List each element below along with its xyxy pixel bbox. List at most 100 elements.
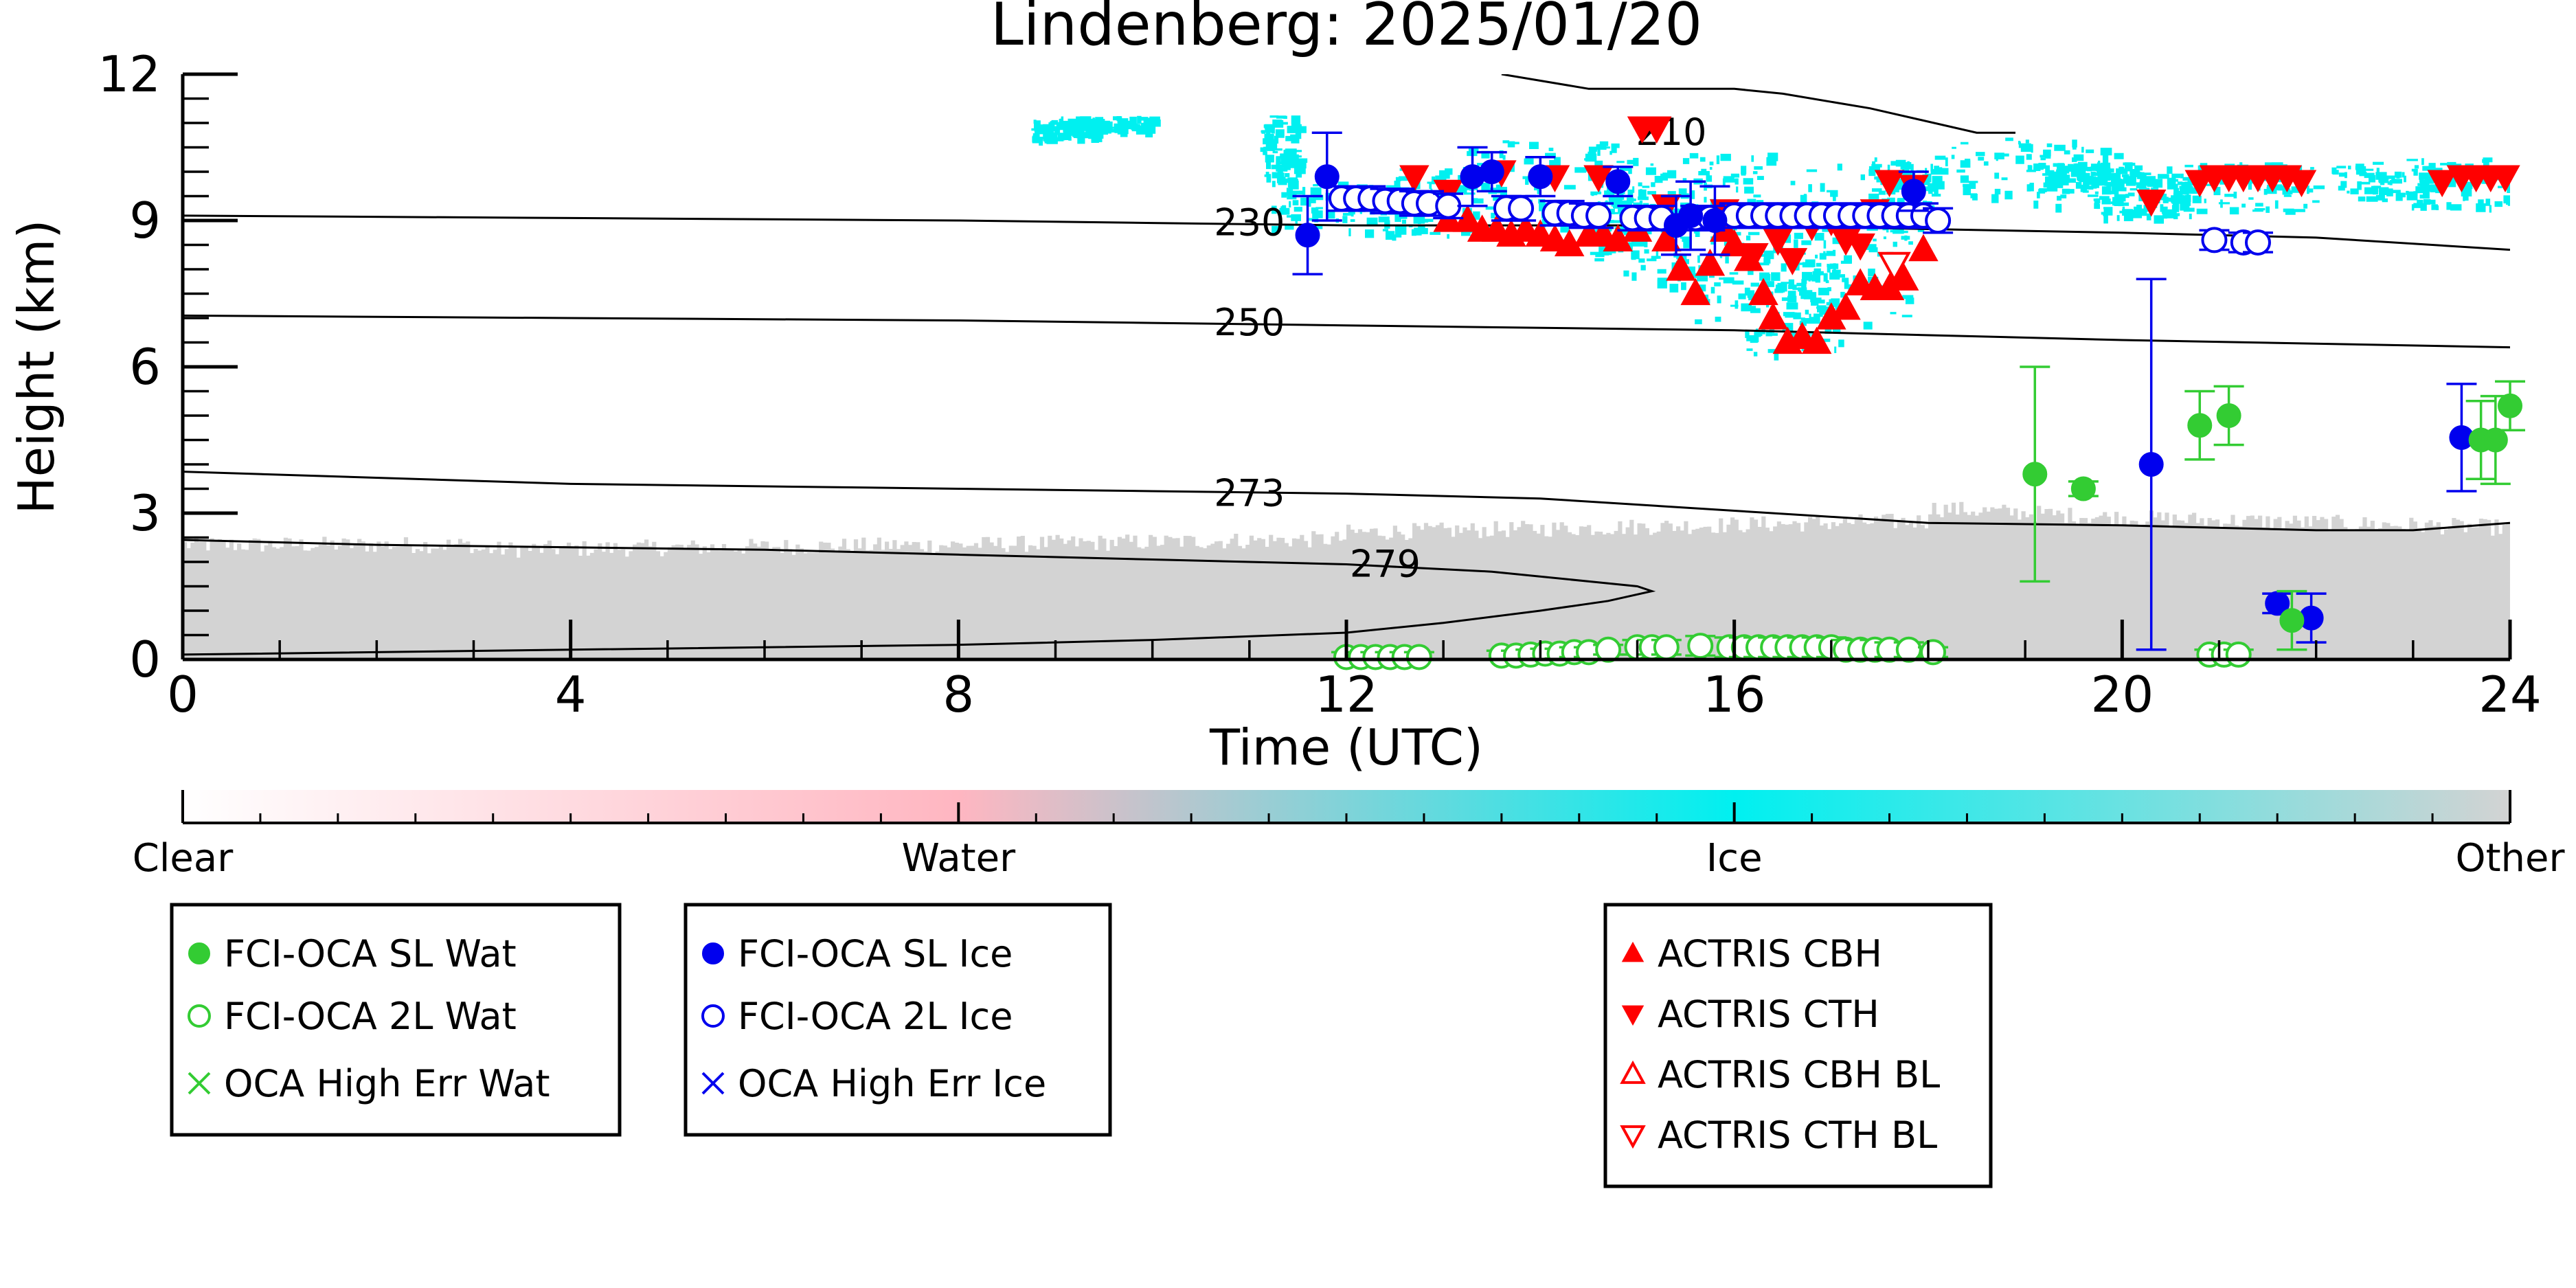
data-point	[1739, 243, 1769, 271]
data-point	[1777, 248, 1808, 275]
data-point	[1845, 233, 1875, 261]
y-tick-label: 0	[129, 631, 161, 688]
data-point	[1653, 634, 1680, 661]
data-point	[2244, 229, 2271, 256]
data-point	[1479, 159, 1504, 184]
legend-label: ACTRIS CTH	[1658, 993, 1879, 1036]
ice-cloud-field	[1031, 115, 2510, 361]
data-point	[1585, 202, 1612, 229]
legend-item: FCI-OCA 2L Wat	[188, 995, 517, 1038]
legend-marker	[1621, 1005, 1645, 1026]
x-axis-label: Time (UTC)	[1209, 719, 1483, 776]
y-tick-label: 6	[129, 338, 161, 396]
y-tick-label: 3	[129, 484, 161, 542]
data-point	[1641, 116, 1672, 144]
legend-label: ACTRIS CTH BL	[1658, 1114, 1937, 1157]
colorbar-label: Water	[902, 836, 1017, 881]
data-point	[1925, 207, 1952, 234]
legend-marker	[188, 1072, 211, 1095]
y-axis-label: Height (km)	[8, 220, 65, 515]
data-series	[1292, 116, 2525, 670]
legend-label: FCI-OCA 2L Ice	[738, 995, 1013, 1038]
series-fci-oca-sl-wat	[2020, 365, 2525, 651]
data-point	[1666, 253, 1696, 281]
data-point	[2490, 165, 2520, 192]
x-tick-label: 4	[555, 666, 587, 723]
x-tick-label: 24	[2478, 666, 2542, 723]
y-tick-label: 12	[98, 45, 161, 103]
series-actris-cbh	[1433, 205, 1939, 354]
legend-label: OCA High Err Wat	[224, 1062, 550, 1105]
axes: 0 4 8 12 16 20 24 0 3 6 9 12	[98, 45, 2541, 723]
contour-line-279	[183, 539, 1656, 656]
chart-title: Lindenberg: 2025/01/20	[991, 0, 1702, 59]
contour-label-250: 250	[1214, 301, 1285, 344]
data-point	[1877, 251, 1911, 282]
x-tick-label: 0	[167, 666, 199, 723]
legend-item: OCA High Err Wat	[188, 1062, 550, 1105]
other-cloud-field	[183, 501, 2510, 659]
data-point	[2136, 189, 2167, 217]
colorbar-label: Clear	[133, 836, 234, 881]
data-point	[1719, 229, 1750, 257]
data-point	[1295, 223, 1320, 248]
legend-marker	[1620, 1060, 1646, 1084]
data-point	[1874, 170, 1905, 198]
data-point	[1399, 165, 1430, 192]
data-point	[1908, 234, 1939, 262]
data-point	[1605, 169, 1631, 194]
data-point	[1687, 633, 1714, 659]
data-point	[1528, 164, 1553, 190]
data-point	[2070, 476, 2096, 501]
data-point	[2187, 413, 2213, 438]
data-point	[1801, 326, 1832, 354]
data-point	[1695, 249, 1726, 276]
data-point	[1435, 192, 1462, 219]
colorbar-label: Other	[2455, 836, 2565, 881]
legend-label: FCI-OCA SL Wat	[224, 932, 517, 975]
data-point	[1758, 302, 1788, 330]
legend-item: FCI-OCA 2L Ice	[701, 995, 1013, 1038]
contour-line-273	[183, 471, 2510, 532]
contour-label-279: 279	[1350, 543, 1421, 586]
data-point	[2427, 170, 2457, 198]
legend-label: ACTRIS CBH	[1658, 932, 1882, 975]
legend-label: FCI-OCA SL Ice	[738, 932, 1013, 975]
data-point	[1831, 292, 1861, 320]
legend-item: FCI-OCA SL Wat	[188, 932, 517, 975]
contour-line-210	[1501, 74, 2015, 134]
legend-box-2: FCI-OCA SL Ice FCI-OCA 2L Ice OCA High Err…	[683, 903, 1112, 1137]
cloud-type-colorbar: Clear Water Ice Other	[133, 790, 2565, 881]
data-point	[2279, 608, 2305, 633]
data-point	[1651, 224, 1682, 252]
legend-box-1: FCI-OCA SL Wat FCI-OCA 2L Wat OCA High Err…	[170, 903, 622, 1137]
series-actris-cth-bl	[1877, 251, 1911, 282]
data-point	[2498, 393, 2522, 418]
data-point	[1595, 636, 1622, 663]
x-tick-label: 12	[1315, 666, 1378, 723]
data-point	[1748, 278, 1778, 306]
y-tick-label: 9	[129, 192, 161, 249]
legend-label: OCA High Err Ice	[738, 1062, 1046, 1105]
data-point	[2483, 427, 2508, 453]
legend-marker	[1621, 941, 1645, 962]
data-point	[1508, 195, 1535, 222]
contour-label-273: 273	[1214, 472, 1285, 515]
legend-marker	[702, 942, 724, 964]
x-tick-label: 20	[2091, 666, 2154, 723]
legend-item: OCA High Err Ice	[701, 1062, 1046, 1105]
data-point	[2201, 227, 2228, 253]
x-tick-label: 16	[1703, 666, 1766, 723]
legend-item: ACTRIS CBH	[1621, 932, 1882, 975]
contour-line-250	[183, 314, 2510, 349]
data-point	[1680, 278, 1710, 306]
legend-marker	[701, 1072, 725, 1095]
legend-marker	[701, 1004, 725, 1028]
legend-marker	[188, 942, 210, 964]
data-point	[1583, 165, 1614, 192]
data-point	[2022, 462, 2048, 487]
data-point	[2216, 403, 2241, 428]
